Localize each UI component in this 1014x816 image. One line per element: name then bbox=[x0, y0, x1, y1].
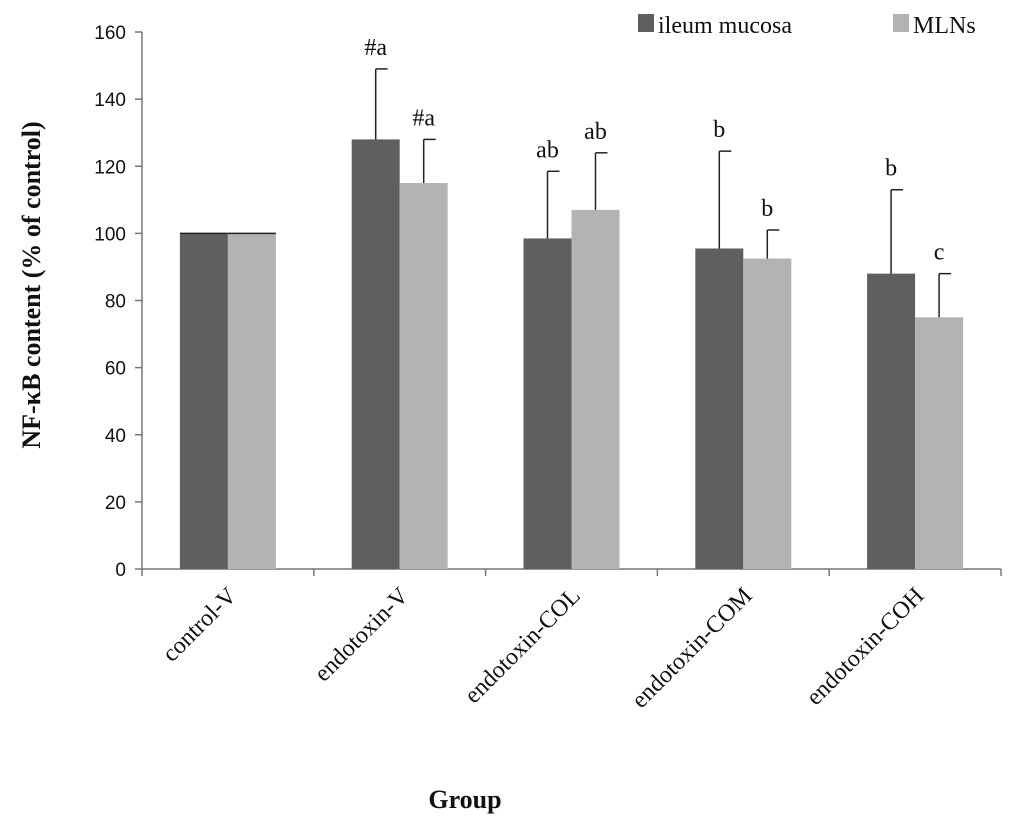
legend-label-ileum-mucosa: ileum mucosa bbox=[658, 13, 792, 39]
x-tick-label: endotoxin-V bbox=[310, 582, 415, 687]
bar-ileum-mucosa-endotoxin-v bbox=[351, 139, 400, 569]
bar-mlns-endotoxin-coh bbox=[915, 317, 964, 569]
x-axis-title: Group bbox=[428, 785, 501, 814]
x-tick-label: endotoxin-COM bbox=[627, 583, 758, 714]
y-tick-label: 20 bbox=[105, 493, 126, 514]
x-tick-label: control-V bbox=[158, 582, 243, 667]
significance-label: #a bbox=[412, 105, 435, 131]
y-tick-label: 160 bbox=[94, 23, 126, 44]
significance-label: ab bbox=[584, 119, 607, 145]
y-tick-label: 40 bbox=[105, 426, 126, 447]
legend-label-mlns: MLNs bbox=[913, 13, 976, 39]
y-tick-label: 80 bbox=[105, 292, 126, 313]
significance-label: #a bbox=[364, 35, 387, 61]
y-ticks: 0 20 40 60 80 100 120 140 160 bbox=[94, 23, 142, 581]
bar-ileum-mucosa-control-v bbox=[179, 233, 228, 569]
y-axis-title: NF-κB content (% of control) bbox=[17, 121, 46, 448]
significance-label: b bbox=[761, 196, 773, 222]
y-tick-label: 120 bbox=[94, 157, 126, 178]
bar-ileum-mucosa-endotoxin-com bbox=[695, 248, 744, 569]
y-tick-label: 0 bbox=[115, 560, 126, 581]
significance-label: b bbox=[713, 117, 725, 143]
x-tick-label: endotoxin-COH bbox=[802, 583, 930, 711]
significance-label: b bbox=[885, 156, 897, 182]
y-tick-label: 140 bbox=[94, 90, 126, 111]
bar-mlns-endotoxin-v bbox=[399, 183, 448, 569]
x-ticks bbox=[141, 569, 1002, 576]
bar-ileum-mucosa-endotoxin-col bbox=[523, 238, 572, 570]
legend-swatch-mlns bbox=[893, 14, 909, 32]
legend-swatch-ileum-mucosa bbox=[638, 14, 654, 32]
bar-mlns-control-v bbox=[227, 233, 276, 569]
y-tick-label: 100 bbox=[94, 224, 126, 245]
significance-label: ab bbox=[536, 137, 559, 163]
category-labels: control-V endotoxin-V endotoxin-COL endotox… bbox=[158, 582, 930, 713]
legend: ileum mucosa MLNs bbox=[638, 13, 976, 39]
significance-label: c bbox=[934, 240, 945, 266]
bar-mlns-endotoxin-com bbox=[743, 258, 792, 569]
bar-ileum-mucosa-endotoxin-coh bbox=[867, 273, 916, 569]
x-tick-label: endotoxin-COL bbox=[460, 583, 586, 709]
bar-mlns-endotoxin-col bbox=[571, 209, 620, 569]
y-tick-label: 60 bbox=[105, 359, 126, 380]
